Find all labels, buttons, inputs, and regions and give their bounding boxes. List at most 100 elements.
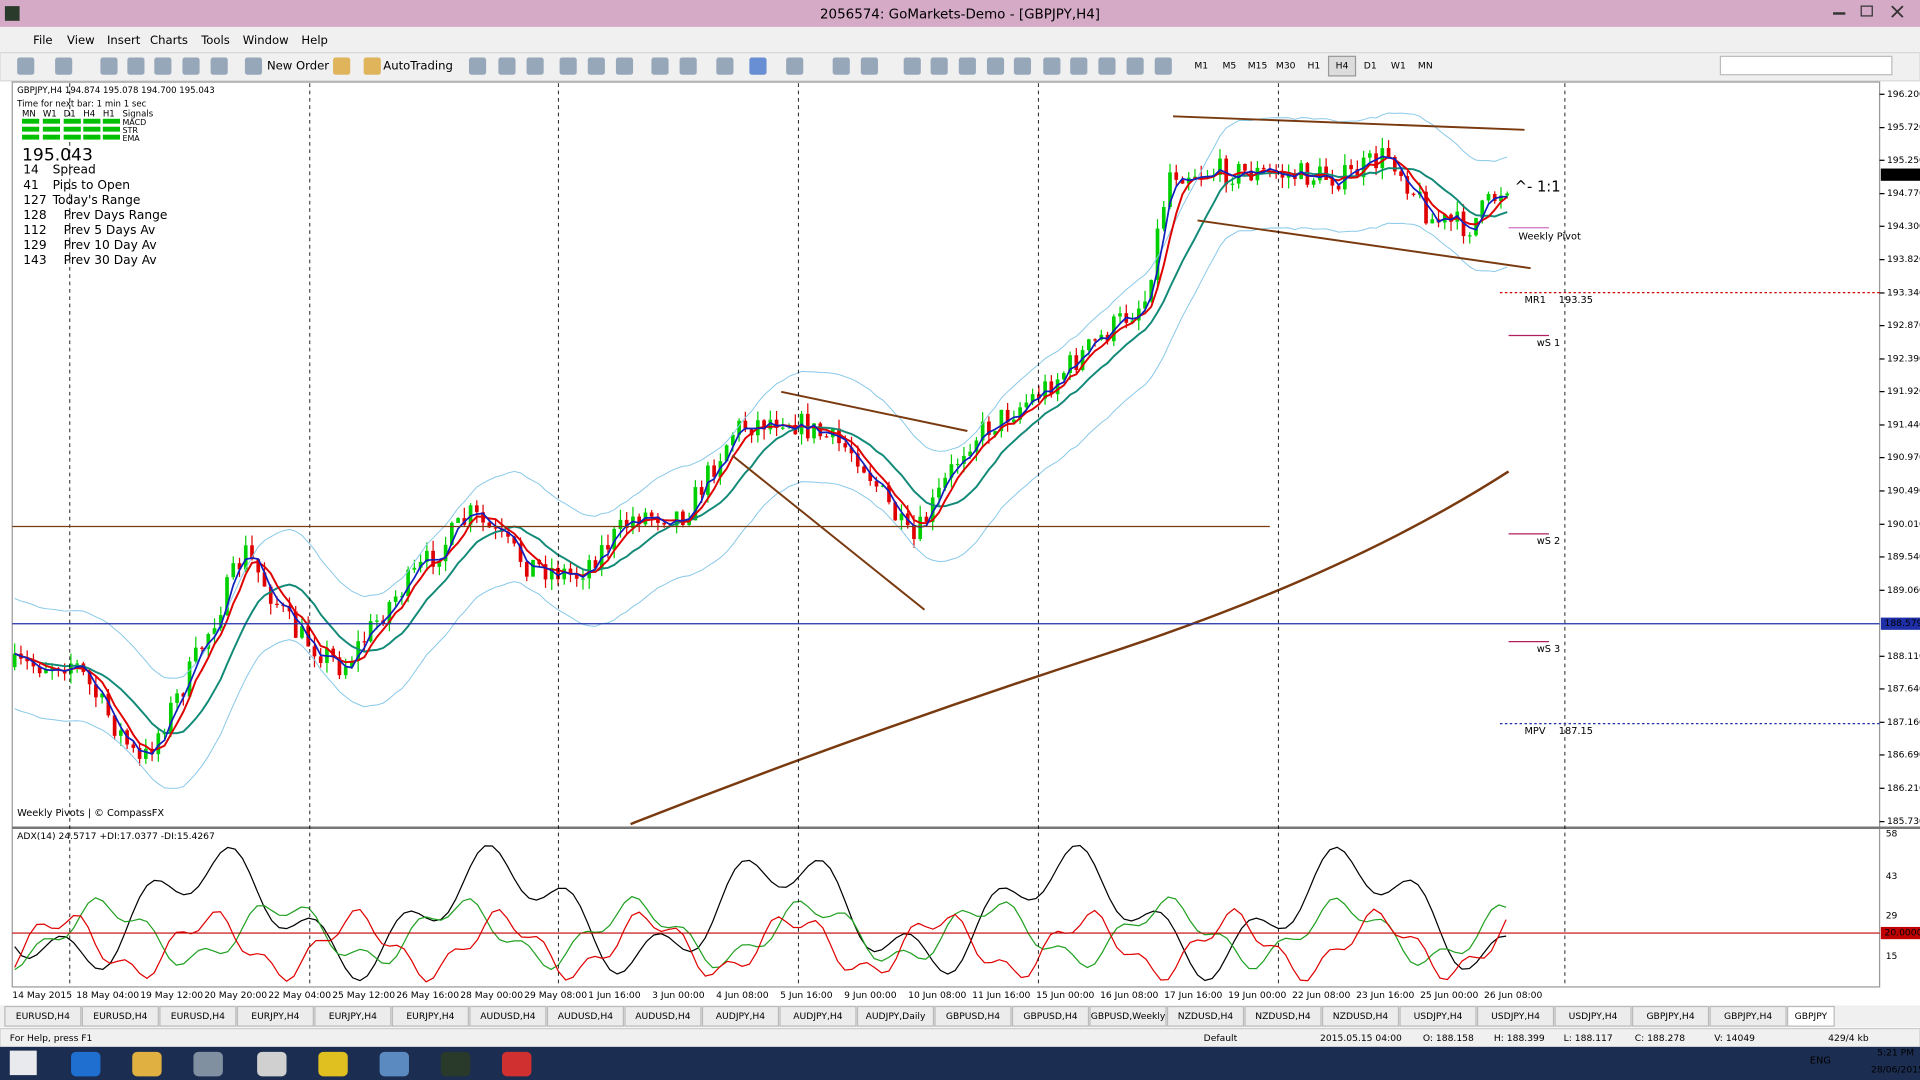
toolbar-icon[interactable] [930, 57, 948, 75]
chart-tab[interactable] [1709, 1005, 1787, 1027]
chart-tab-label[interactable]: NZDUSD,H4 [1255, 1011, 1311, 1022]
chart-tab[interactable] [391, 1005, 469, 1027]
toolbar-icon[interactable] [333, 57, 351, 75]
toolbar-icon[interactable] [832, 57, 850, 75]
toolbar-icon[interactable] [526, 57, 544, 75]
toolbar-icon[interactable] [587, 57, 605, 75]
chart-tab[interactable] [1321, 1005, 1400, 1027]
chart-tab-label[interactable]: EURJPY,H4 [406, 1011, 454, 1022]
chart-tab[interactable] [1787, 1005, 1835, 1027]
toolbar-icon[interactable] [1013, 57, 1032, 75]
menu-item[interactable]: Tools [200, 33, 230, 47]
chart-tab[interactable] [1476, 1005, 1555, 1027]
toolbar-icon[interactable] [1070, 57, 1088, 75]
chart-tab-label[interactable]: USDJPY,H4 [1414, 1011, 1463, 1022]
search-box[interactable] [1719, 55, 1893, 76]
chart-tab-label[interactable]: GBPJPY,H4 [1646, 1011, 1694, 1022]
toolbar-icon[interactable] [498, 57, 516, 75]
timeframe-button[interactable]: M1 [1194, 61, 1208, 72]
chart-tab[interactable] [701, 1005, 780, 1027]
taskbar-app[interactable] [71, 1051, 101, 1077]
toolbar-icon[interactable] [749, 57, 767, 75]
taskbar-app[interactable] [318, 1051, 348, 1077]
menu-item[interactable]: Insert [107, 33, 141, 47]
chart-tab-label[interactable]: GBPJPY,H4 [1724, 1011, 1772, 1022]
toolbar-icon[interactable] [1126, 57, 1144, 75]
chart-tab-label[interactable]: EURJPY,H4 [251, 1011, 299, 1022]
start-button[interactable] [9, 1050, 37, 1076]
toolbar-icon[interactable] [182, 57, 200, 75]
menu-item[interactable]: Charts [150, 33, 188, 47]
chart-tab[interactable] [4, 1005, 82, 1027]
chart-tab-label[interactable]: USDJPY,H4 [1569, 1011, 1618, 1022]
timeframe-button[interactable]: W1 [1391, 61, 1406, 72]
taskbar-app[interactable] [440, 1051, 471, 1077]
toolbar-icon[interactable] [154, 57, 172, 75]
taskbar-app[interactable] [502, 1051, 532, 1077]
menu-item[interactable]: File [33, 33, 52, 47]
timeframe-button[interactable]: MN [1418, 61, 1433, 72]
taskbar-app[interactable] [193, 1051, 223, 1077]
chart-tab-label[interactable]: GBPUSD,H4 [1023, 1011, 1077, 1022]
chart-tab[interactable] [81, 1005, 159, 1027]
toolbar-icon[interactable] [860, 57, 878, 75]
toolbar-icon[interactable] [786, 57, 804, 75]
chart-tab[interactable] [1011, 1005, 1090, 1027]
timeframe-button[interactable]: H1 [1308, 61, 1321, 72]
chart-tab[interactable] [1089, 1005, 1167, 1027]
chart-tab-label[interactable]: AUDJPY,H4 [716, 1011, 765, 1022]
toolbar-icon[interactable] [55, 57, 73, 75]
close-button[interactable] [1891, 5, 1904, 18]
minimize-button[interactable] [1833, 12, 1846, 15]
menu-item[interactable]: View [67, 33, 95, 47]
chart-tab[interactable] [934, 1005, 1012, 1027]
chart-tab[interactable] [779, 1005, 857, 1027]
chart-tab-label[interactable]: EURUSD,H4 [16, 1011, 70, 1022]
chart-tab[interactable] [1399, 1005, 1477, 1027]
chart-tab[interactable] [1244, 1005, 1322, 1027]
autotrading-button[interactable]: AutoTrading [383, 59, 453, 73]
taskbar-app[interactable] [257, 1051, 287, 1077]
toolbar-icon[interactable] [958, 57, 976, 75]
chart-tab-label[interactable]: NZDUSD,H4 [1333, 1011, 1389, 1022]
timeframe-button[interactable]: D1 [1364, 61, 1377, 72]
chart-tab-label[interactable]: EURUSD,H4 [93, 1011, 147, 1022]
chart-tab-label[interactable]: AUDUSD,H4 [558, 1011, 613, 1022]
toolbar-icon[interactable] [615, 57, 634, 75]
toolbar-icon[interactable] [210, 57, 228, 75]
chart-tab-label[interactable]: EURUSD,H4 [171, 1011, 225, 1022]
chart-tab[interactable] [856, 1005, 935, 1027]
toolbar-icon[interactable] [468, 57, 487, 75]
menu-item[interactable]: Help [301, 33, 328, 47]
toolbar-icon[interactable] [716, 57, 734, 75]
new-order-button[interactable]: New Order [267, 59, 329, 73]
toolbar-icon[interactable] [651, 57, 669, 75]
toolbar-icon[interactable] [1154, 57, 1172, 75]
chart-tab-label[interactable]: AUDJPY,Daily [866, 1011, 926, 1022]
toolbar-icon[interactable] [100, 57, 118, 75]
toolbar-icon[interactable] [1043, 57, 1061, 75]
toolbar-icon[interactable] [559, 57, 577, 75]
timeframe-button[interactable]: H4 [1336, 61, 1349, 72]
chart-tab[interactable] [624, 1005, 702, 1027]
toolbar-icon[interactable] [986, 57, 1005, 75]
taskbar-app[interactable] [379, 1051, 409, 1077]
chart-tab-label[interactable]: AUDUSD,H4 [480, 1011, 535, 1022]
chart-tab[interactable] [314, 1005, 392, 1027]
chart-tab[interactable] [236, 1005, 314, 1027]
chart-tab[interactable] [1554, 1005, 1632, 1027]
chart-tab[interactable] [469, 1005, 547, 1027]
maximize-button[interactable] [1860, 5, 1873, 17]
toolbar-icon[interactable] [244, 57, 263, 75]
chart-tab-label[interactable]: AUDJPY,H4 [793, 1011, 842, 1022]
toolbar-icon[interactable] [17, 57, 35, 75]
timeframe-button[interactable]: M30 [1276, 61, 1296, 72]
chart-tab[interactable] [1632, 1005, 1710, 1027]
chart-tab[interactable] [159, 1005, 237, 1027]
toolbar-icon[interactable] [679, 57, 697, 75]
chart-tab-label[interactable]: NZDUSD,H4 [1178, 1011, 1234, 1022]
timeframe-button[interactable]: M15 [1248, 61, 1268, 72]
menu-item[interactable]: Window [243, 33, 289, 47]
chart-tab-label[interactable]: GBPUSD,H4 [946, 1011, 1000, 1022]
timeframe-button[interactable]: M5 [1223, 61, 1237, 72]
